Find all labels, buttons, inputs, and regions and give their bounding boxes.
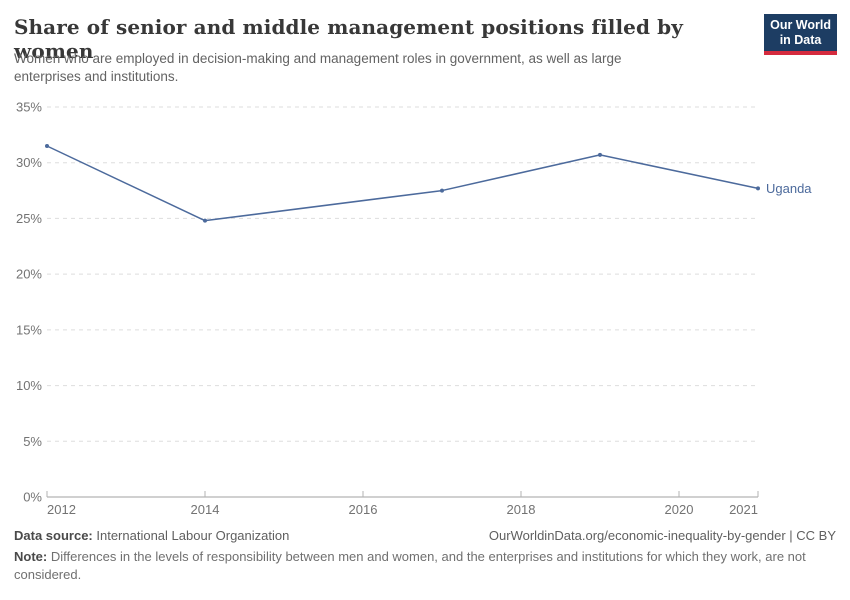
owid-logo-line2: in Data: [779, 32, 822, 47]
y-tick-label: 5%: [23, 434, 42, 449]
series-line: [46, 145, 759, 222]
data-point: [45, 144, 49, 148]
source-row: Data source: International Labour Organi…: [14, 528, 836, 543]
y-tick-label: 30%: [16, 155, 42, 170]
data-point: [440, 188, 444, 193]
chart-subtitle: Women who are employed in decision-makin…: [14, 51, 622, 84]
x-tick-label: 2012: [47, 502, 76, 517]
note-value: Differences in the levels of responsibil…: [14, 549, 806, 583]
y-tick-label: 35%: [16, 100, 42, 115]
data-point: [203, 218, 207, 223]
x-tick-label: 2014: [191, 502, 220, 517]
x-tick-label: 2021: [729, 502, 758, 517]
x-tick-label: 2020: [665, 502, 694, 517]
data-source-label: Data source:: [14, 528, 93, 543]
data-point: [756, 186, 760, 191]
owid-logo[interactable]: Our World in Data: [764, 14, 837, 55]
data-source-value: International Labour Organization: [96, 528, 290, 543]
chart-title: Share of senior and middle management po…: [14, 15, 683, 63]
x-tick-label: 2016: [349, 502, 378, 517]
data-point: [598, 152, 602, 157]
y-tick-label: 15%: [16, 322, 42, 337]
line-chart[interactable]: 0% 5% 10% 15% 20% 25% 30% 35% 2012 2014 2016 2018 20…: [0, 95, 850, 525]
data-source: Data source: International Labour Organi…: [14, 528, 289, 543]
y-tick-label: 20%: [16, 267, 42, 282]
chart-note: Note: Differences in the levels of respo…: [14, 548, 836, 585]
owid-logo-line1: Our World: [770, 18, 831, 32]
note-label: Note:: [14, 549, 48, 564]
series-end-label[interactable]: Uganda: [766, 181, 812, 196]
y-tick-label: 25%: [16, 211, 42, 226]
y-tick-label: 10%: [16, 378, 42, 393]
x-tick-label: 2018: [507, 502, 536, 517]
chart-footer: Data source: International Labour Organi…: [14, 528, 836, 585]
y-tick-label: 0%: [23, 490, 42, 505]
attribution-link[interactable]: OurWorldinData.org/economic-inequality-b…: [488, 528, 836, 543]
